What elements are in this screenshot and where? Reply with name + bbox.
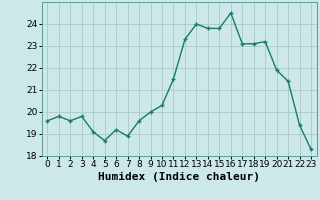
- X-axis label: Humidex (Indice chaleur): Humidex (Indice chaleur): [98, 172, 260, 182]
